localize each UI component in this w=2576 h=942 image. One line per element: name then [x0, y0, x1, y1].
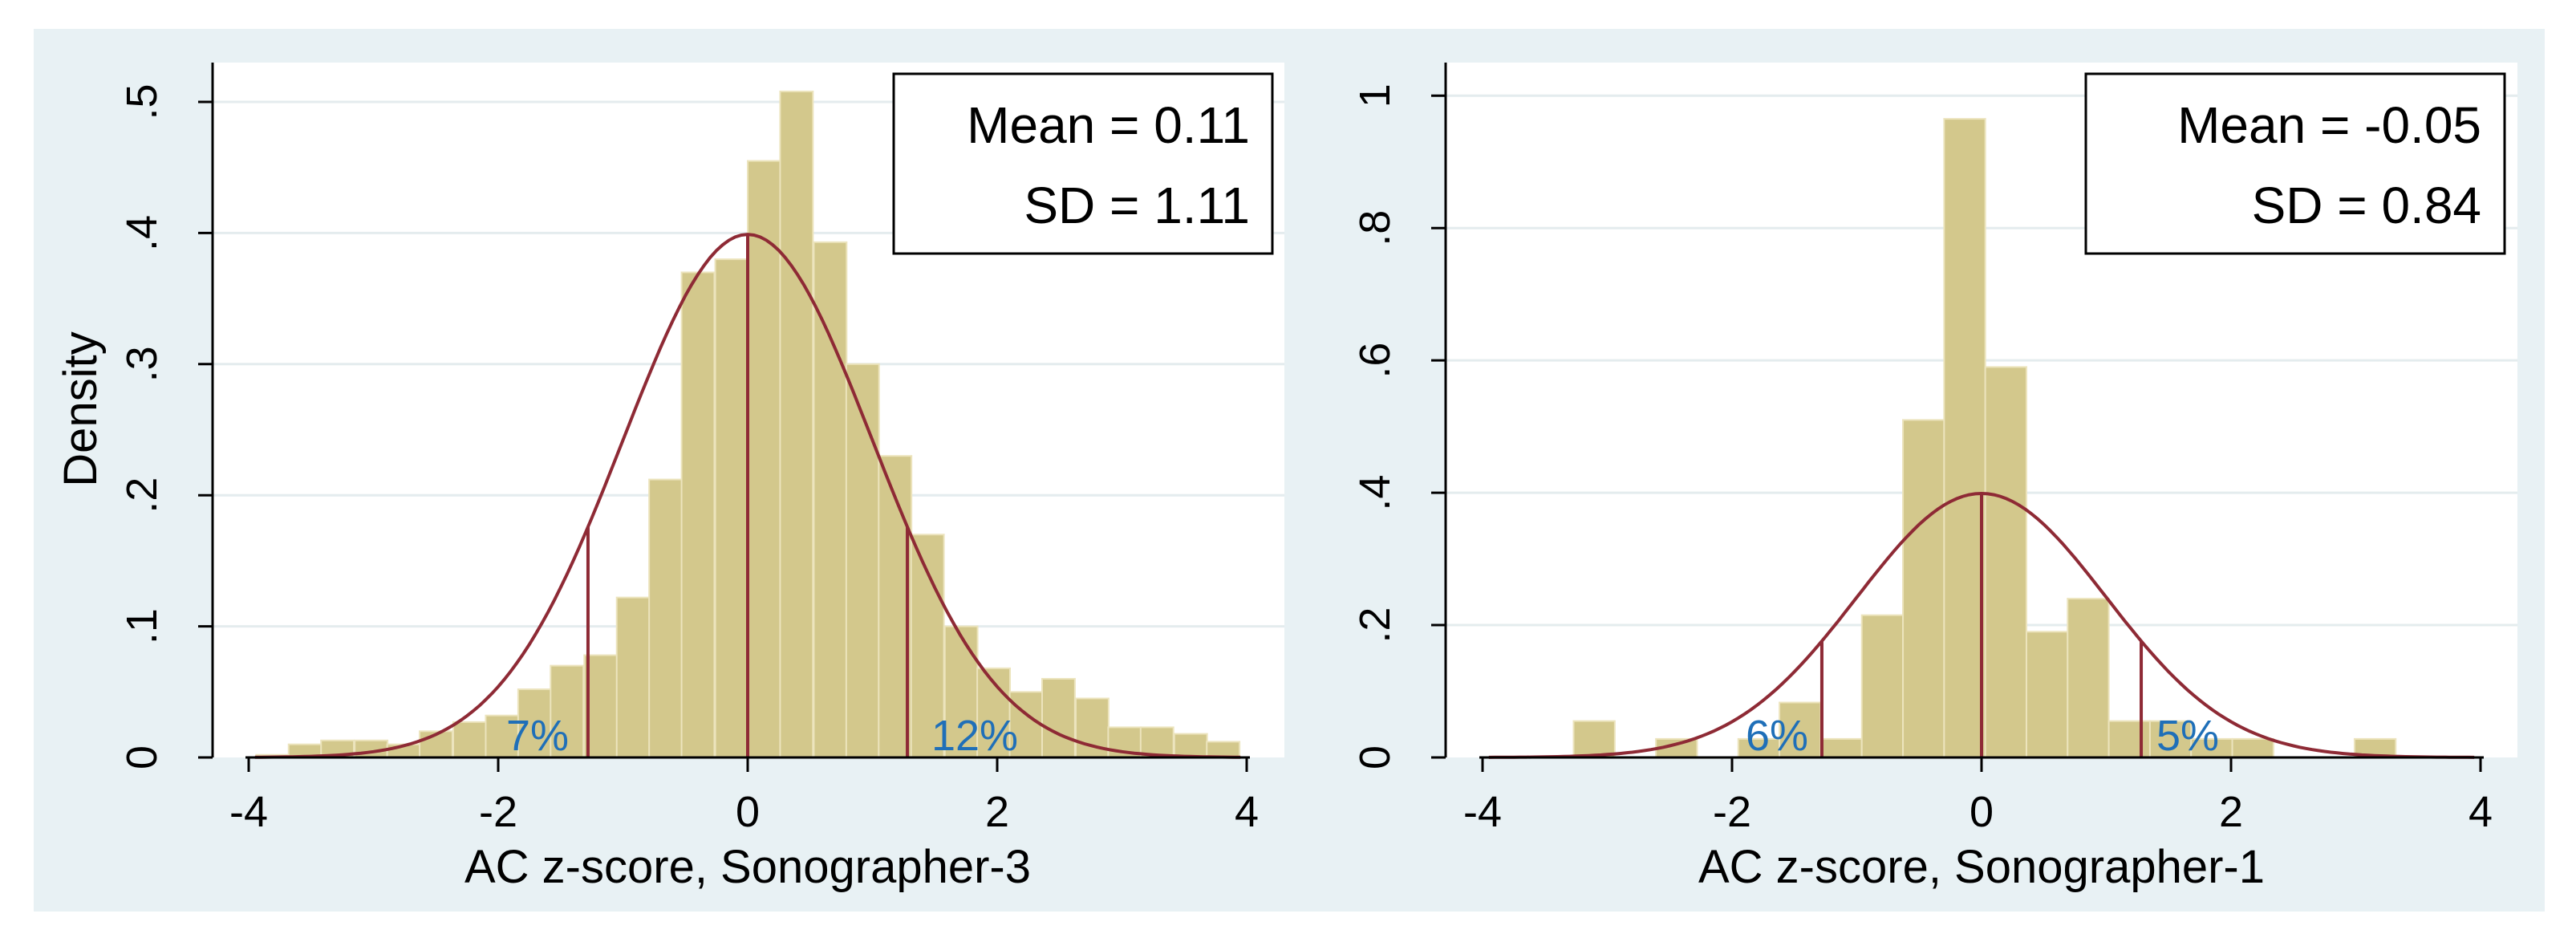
right-tail-percent: 12%	[931, 712, 1018, 760]
reference-lines	[1819, 493, 2144, 757]
histogram-bar	[1206, 741, 1241, 759]
x-tick-labels: -4 -2 0 2 4	[229, 788, 1259, 836]
y-tick-label: .5	[118, 83, 166, 120]
histogram-bar	[1041, 677, 1076, 759]
histogram-bar	[2067, 598, 2110, 758]
x-tick-label: -2	[479, 788, 517, 836]
stats-box-frame	[892, 72, 1274, 255]
histogram-bar	[1943, 118, 1986, 759]
x-tick-label: -4	[1463, 788, 1502, 836]
y-tick-label: .8	[1351, 210, 1399, 246]
histogram-bar	[747, 160, 781, 758]
y-tick-label: 0	[1351, 745, 1399, 769]
x-tick-label: 4	[2468, 788, 2493, 836]
x-tick-label: 0	[1970, 788, 1994, 836]
y-tick-labels: 0 .2 .4 .6 .8 1	[1351, 83, 1399, 769]
histogram-bar	[845, 363, 880, 758]
stats-mean: Mean = 0.11	[967, 96, 1250, 154]
normal-curve	[254, 233, 1241, 759]
stats-box-frame	[2084, 72, 2506, 255]
histogram-bar	[2148, 720, 2193, 759]
histogram-bar	[1572, 720, 1616, 759]
left-tail-percent: 6%	[1746, 712, 1808, 760]
histogram-bar	[615, 596, 651, 759]
left-tail-percent: 7%	[506, 712, 569, 760]
histogram-bar	[485, 714, 520, 758]
x-axis-label: AC z-score, Sonographer-3	[464, 841, 1031, 893]
x-tick-labels: -4 -2 0 2 4	[1463, 788, 2493, 836]
y-tick-label: .6	[1351, 343, 1399, 379]
stats-box: Mean = 0.11 SD = 1.11	[892, 72, 1274, 255]
x-tick-label: -2	[1713, 788, 1751, 836]
y-tick-label: 1	[1351, 83, 1399, 108]
histogram-bar	[648, 478, 684, 758]
y-axis-label: Density	[55, 331, 107, 486]
y-tick-label: .2	[1351, 607, 1399, 644]
histogram-bar	[1139, 726, 1174, 759]
y-tick-label: .4	[118, 215, 166, 251]
x-tick-label: 2	[985, 788, 1009, 836]
y-tick-label: 0	[118, 745, 166, 769]
x-tick-label: 0	[736, 788, 760, 836]
x-tick-label: 4	[1235, 788, 1259, 836]
histogram-bar	[2107, 720, 2151, 759]
panel-1: -4 -2 0 2 4 0 .1 .2 .3 .4 .5 AC z-score, Sonograp…	[55, 63, 1284, 893]
y-tick-label: .4	[1351, 475, 1399, 511]
histogram-bar	[813, 241, 848, 758]
histogram-bar	[550, 664, 585, 758]
bars	[255, 90, 1241, 759]
y-tick-label: .3	[118, 346, 166, 382]
histogram-bar	[1173, 733, 1208, 759]
histogram-bar	[779, 90, 814, 759]
x-tick-label: -4	[229, 788, 268, 836]
histogram-bar	[1984, 366, 2027, 758]
histogram-bar	[714, 258, 749, 758]
histogram-bar	[1819, 737, 1863, 759]
stats-mean: Mean = -0.05	[2177, 96, 2481, 154]
axes	[1431, 63, 2484, 772]
histogram-bar	[2025, 631, 2069, 758]
x-tick-label: 2	[2219, 788, 2243, 836]
histogram-bar	[2231, 737, 2274, 759]
stats-sd: SD = 1.11	[1024, 177, 1250, 234]
histogram-bar	[680, 271, 716, 758]
panel-2: -4 -2 0 2 4 0 .2 .4 .6 .8 1 AC z-score, Sonograph…	[1351, 63, 2517, 893]
stats-box: Mean = -0.05 SD = 0.84	[2084, 72, 2506, 255]
histogram-bar	[1860, 614, 1905, 759]
histogram-bar	[1902, 419, 1945, 758]
bars	[1572, 118, 2397, 759]
y-tick-labels: 0 .1 .2 .3 .4 .5	[118, 83, 166, 769]
stats-sd: SD = 0.84	[2252, 177, 2481, 234]
histogram-bar	[452, 721, 487, 758]
y-tick-label: .2	[118, 477, 166, 514]
y-tick-label: .1	[118, 608, 166, 644]
x-axis-label: AC z-score, Sonographer-1	[1698, 841, 2265, 893]
right-tail-percent: 5%	[2156, 712, 2219, 760]
reference-lines	[586, 234, 910, 757]
axes	[198, 63, 1250, 772]
